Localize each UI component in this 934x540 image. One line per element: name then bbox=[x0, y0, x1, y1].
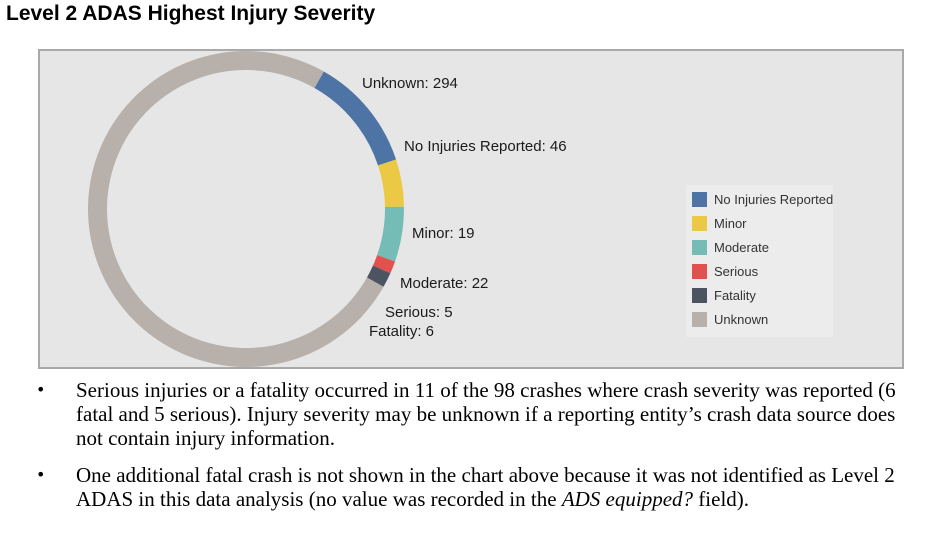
legend-label: Unknown bbox=[714, 311, 769, 327]
legend-swatch bbox=[692, 239, 707, 255]
donut-chart: No Injuries Reported: 46 Minor: 19 Moderat… bbox=[88, 51, 567, 367]
bullet-item: • One additional fatal crash is not shown… bbox=[36, 463, 926, 511]
data-label-no-injuries-reported: No Injuries Reported: 46 bbox=[404, 138, 567, 155]
legend-swatch bbox=[692, 263, 707, 279]
bullet-text: One additional fatal crash is not shown … bbox=[76, 463, 895, 511]
legend-label: Minor bbox=[714, 215, 747, 231]
legend-item-minor: Minor bbox=[692, 214, 747, 232]
data-label-minor: Minor: 19 bbox=[412, 225, 475, 242]
legend-item-fatality: Fatality bbox=[692, 286, 756, 304]
legend-item-moderate: Moderate bbox=[692, 238, 769, 256]
bullet-list: • Serious injuries or a fatality occurred… bbox=[36, 378, 926, 511]
chart-area: No Injuries Reported: 46 Minor: 19 Moderat… bbox=[38, 49, 904, 369]
bullet-text: field). bbox=[693, 487, 750, 511]
legend-item-no-injuries-reported: No Injuries Reported bbox=[692, 190, 833, 208]
slice-minor bbox=[378, 159, 404, 208]
slice-fatality bbox=[366, 265, 391, 287]
bullet-text: Serious injuries or a fatality occurred … bbox=[76, 378, 896, 450]
legend-label: Moderate bbox=[714, 239, 769, 255]
slice-serious bbox=[372, 255, 396, 274]
slice-no-injuries-reported bbox=[314, 71, 397, 166]
legend-swatch bbox=[692, 215, 707, 231]
italic-text: ADS equipped? bbox=[561, 487, 694, 511]
legend-label: Fatality bbox=[714, 287, 756, 303]
bullet-marker: • bbox=[36, 380, 46, 399]
legend-swatch bbox=[692, 287, 707, 303]
bullet-item: • Serious injuries or a fatality occurred… bbox=[36, 378, 926, 450]
slice-moderate bbox=[377, 206, 405, 262]
legend-item-unknown: Unknown bbox=[692, 310, 768, 328]
legend-swatch bbox=[692, 191, 707, 207]
legend-item-serious: Serious bbox=[692, 262, 758, 280]
legend-label: No Injuries Reported bbox=[714, 191, 834, 207]
page-title: Level 2 ADAS Highest Injury Severity bbox=[6, 2, 376, 25]
chart-legend: No Injuries Reported Minor Moderate Serious… bbox=[686, 185, 833, 337]
bullet-marker: • bbox=[36, 465, 46, 484]
data-label-moderate: Moderate: 22 bbox=[400, 275, 488, 292]
data-label-unknown: Unknown: 294 bbox=[362, 75, 458, 92]
legend-swatch bbox=[692, 311, 707, 327]
data-label-fatality: Fatality: 6 bbox=[369, 323, 434, 340]
legend-label: Serious bbox=[714, 263, 759, 279]
data-label-serious: Serious: 5 bbox=[385, 304, 453, 321]
